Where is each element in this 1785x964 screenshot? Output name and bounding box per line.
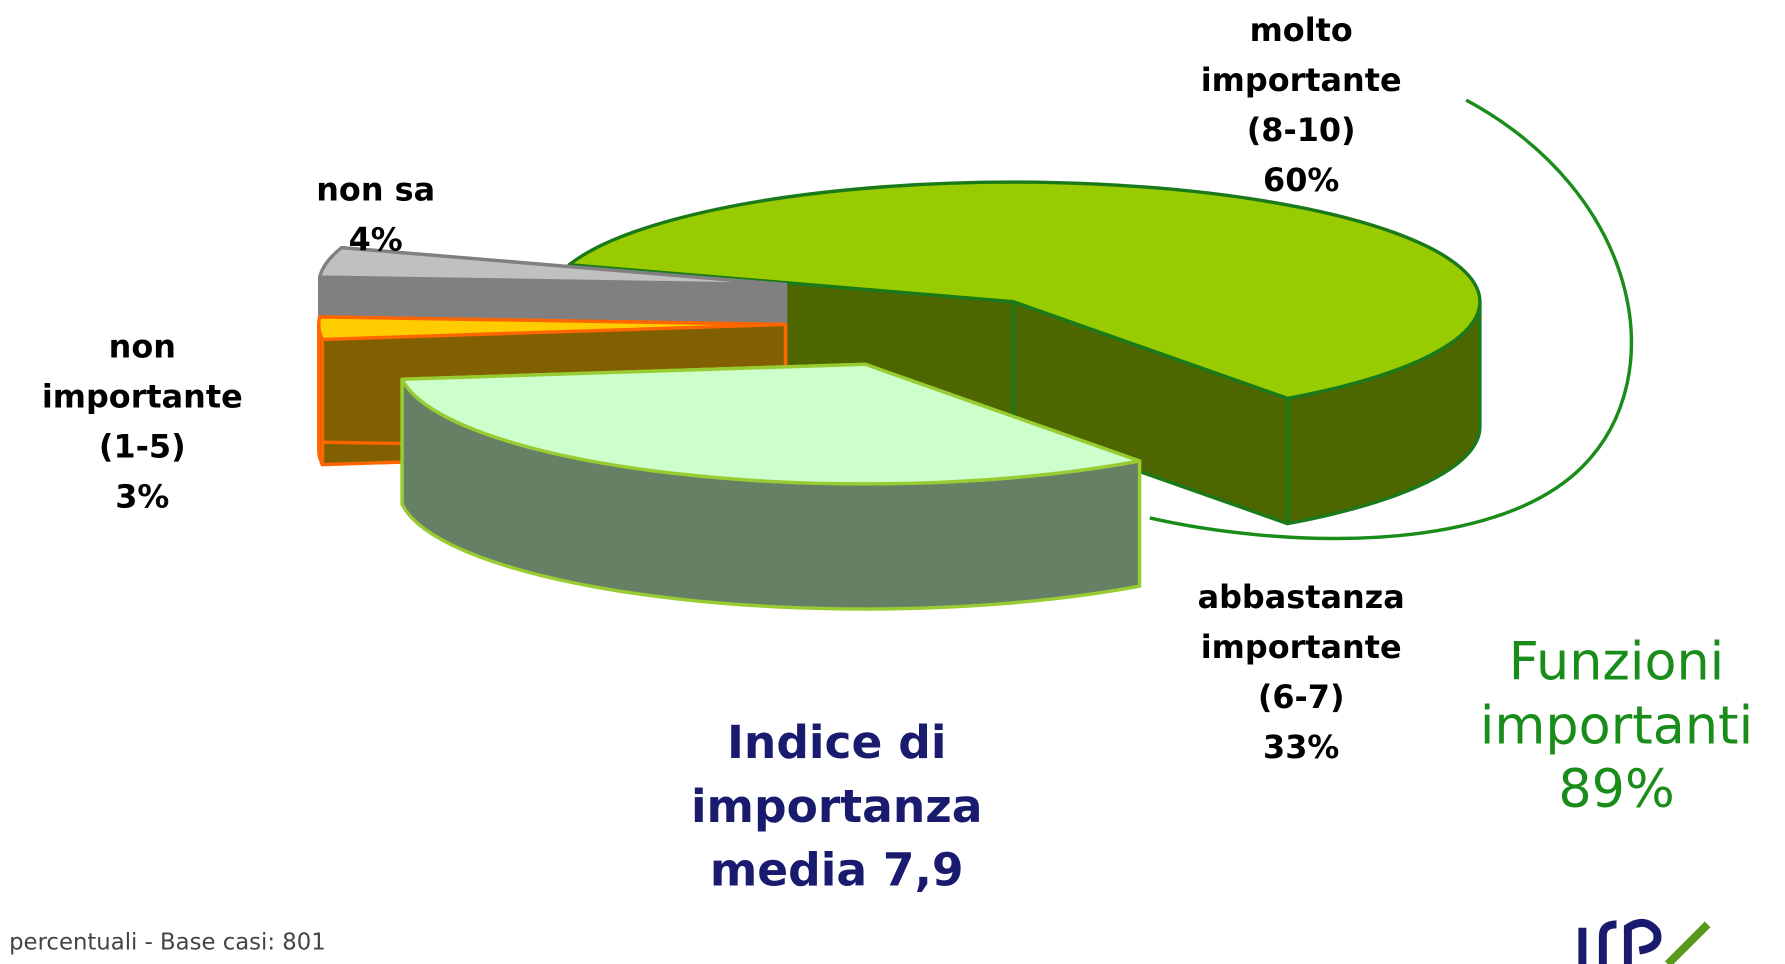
slice [567,180,1482,401]
slice-value-label: 33% [1263,728,1340,767]
logo [1578,918,1711,964]
slice-label-group: abbastanza importante (6-7) 33% [1170,573,1432,773]
annotation: Indice di importanza media 7,9 [690,717,983,898]
bracket-arc [1149,98,1634,541]
slice-label-group: non sa 4% [245,165,507,265]
slice-value-label: 3% [115,478,170,516]
slice [317,315,788,342]
slice-label: non sa [316,170,436,209]
slice-wall [317,322,325,467]
annotation: Funzioni importanti 89% [1479,630,1754,820]
slice-value-label: 60% [1263,161,1340,200]
slice-label: abbastanza importante (6-7) [1197,578,1405,717]
slice-label-group: molto importante (8-10) 60% [1170,6,1432,206]
slice-label-group: non importante (1-5) 3% [11,322,273,522]
slice-label: molto importante (8-10) [1200,11,1402,150]
footnote: percentuali - Base casi: 801 [9,927,326,956]
slice-label: non importante (1-5) [41,327,243,466]
slice [317,245,788,287]
slice [400,362,1142,486]
slice-value-label: 4% [348,220,403,259]
